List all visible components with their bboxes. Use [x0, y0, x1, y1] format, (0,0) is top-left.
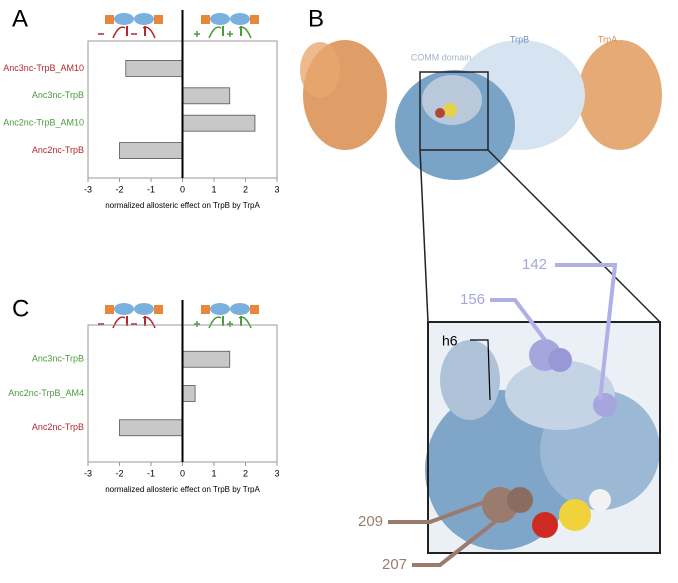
h6-pointer [470, 339, 491, 401]
icon-ellipse [114, 13, 134, 25]
residue-label: 209 [358, 513, 383, 530]
icon-ellipse [230, 13, 250, 25]
residue-label: 156 [460, 291, 485, 308]
x-tick-label: -2 [115, 184, 123, 194]
y-tick-label: Anc2nc-TrpB_AM10 [3, 118, 84, 128]
icon-arrow [112, 26, 126, 39]
icon-ellipse [114, 303, 134, 315]
trpa-label: TrpA [598, 34, 617, 44]
icon-square [201, 305, 210, 314]
icon-arrow [112, 316, 126, 329]
209-pointer [388, 498, 491, 524]
bar [182, 87, 231, 105]
x-tick-label: 0 [180, 468, 185, 478]
y-tick-label: Anc2nc-TrpB_AM4 [8, 388, 84, 398]
icon-ellipse [230, 303, 250, 315]
x-tick-label: 2 [243, 184, 248, 194]
panel-label: C [12, 295, 29, 322]
142-pointer [555, 263, 618, 401]
x-tick-label: 3 [274, 468, 279, 478]
protein-overview [300, 40, 662, 180]
bar [182, 114, 256, 132]
residue-label: 142 [522, 256, 547, 273]
icon-square [154, 15, 163, 24]
207-pointer [412, 508, 512, 567]
x-tick-label: 2 [243, 468, 248, 478]
bar [125, 60, 183, 77]
icon-arrow [208, 26, 222, 39]
x-tick-label: 1 [211, 468, 216, 478]
comm-label: COMM domain [411, 52, 472, 62]
zoomed-structure [425, 321, 661, 554]
residue-label: 207 [382, 556, 407, 573]
bar [119, 419, 183, 437]
y-tick-label: Anc3nc-TrpB [32, 354, 84, 364]
x-tick-label: 0 [180, 184, 185, 194]
icon-square [105, 305, 114, 314]
panel-label: B [308, 5, 324, 32]
x-tick-label: -1 [147, 184, 155, 194]
x-tick-label: 1 [211, 184, 216, 194]
icon-ellipse [134, 303, 154, 315]
icon-ellipse [210, 13, 230, 25]
zoom-line [419, 149, 429, 323]
icon-square [154, 305, 163, 314]
icon-square [201, 15, 210, 24]
panel-label: A [12, 5, 28, 32]
bar [119, 142, 183, 160]
y-tick-label: Anc2nc-TrpB [32, 145, 84, 155]
icon-square [250, 305, 259, 314]
x-tick-label: -1 [147, 468, 155, 478]
icon-arrow [208, 316, 222, 329]
x-tick-label: -3 [84, 468, 92, 478]
x-axis-label: normalized allosteric effect on TrpB by … [105, 485, 260, 494]
x-tick-label: 3 [274, 184, 279, 194]
y-tick-label: Anc3nc-TrpB [32, 90, 84, 100]
bar [182, 385, 196, 402]
zoom-line [487, 149, 661, 323]
trpb-label: TrpB [510, 34, 529, 44]
icon-ellipse [134, 13, 154, 25]
icon-square [105, 15, 114, 24]
y-tick-label: Anc3nc-TrpB_AM10 [3, 63, 84, 73]
x-tick-label: -3 [84, 184, 92, 194]
x-tick-label: -2 [115, 468, 123, 478]
icon-square [250, 15, 259, 24]
y-tick-label: Anc2nc-TrpB [32, 422, 84, 432]
156-pointer [490, 298, 547, 342]
icon-ellipse [210, 303, 230, 315]
x-axis-label: normalized allosteric effect on TrpB by … [105, 201, 260, 210]
bar [182, 350, 231, 368]
residue-label: h6 [442, 333, 458, 349]
